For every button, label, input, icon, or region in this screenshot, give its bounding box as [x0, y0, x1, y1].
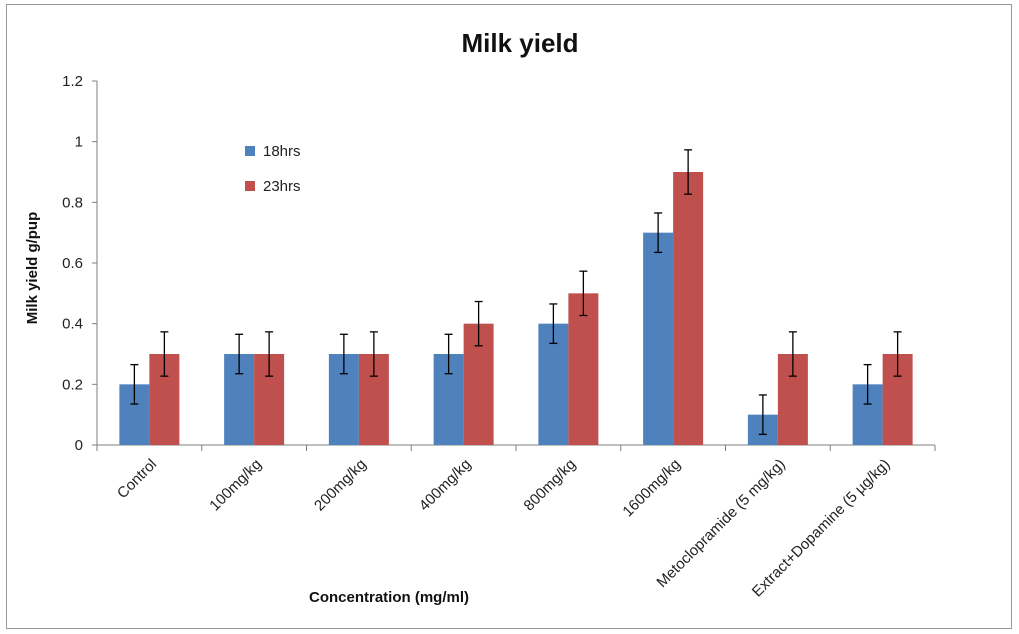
y-tick-label: 0	[75, 437, 83, 454]
chart-title: Milk yield	[461, 28, 578, 58]
legend-label-23hrs: 23hrs	[263, 178, 301, 195]
y-tick-label: 1	[75, 134, 83, 151]
x-axis-title: Concentration (mg/ml)	[309, 589, 469, 606]
x-category-label: 100mg/kg	[206, 456, 265, 515]
legend: 18hrs 23hrs	[245, 143, 301, 195]
y-tick-label: 0.4	[62, 316, 83, 333]
x-category-label: 400mg/kg	[416, 456, 475, 515]
legend-label-18hrs: 18hrs	[263, 143, 301, 160]
bar-chart: Milk yield Milk yield g/pup Concentratio…	[24, 28, 936, 606]
bar-23hrs-5	[673, 172, 704, 445]
chart-frame: Milk yield Milk yield g/pup Concentratio…	[6, 4, 1012, 629]
bar-18hrs-5	[643, 232, 674, 445]
legend-swatch-18hrs	[245, 146, 255, 156]
x-category-label: 200mg/kg	[311, 456, 370, 515]
x-category-label: 1600mg/kg	[619, 456, 684, 521]
y-tick-label: 1.2	[62, 73, 83, 90]
plot-area: 0 0.2 0.4 0.6 0.8 1 1.2 Control 100mg/kg 200mg/kg…	[62, 73, 936, 600]
y-axis-title: Milk yield g/pup	[24, 212, 41, 325]
x-category-label: 800mg/kg	[521, 456, 580, 515]
y-tick-label: 0.6	[62, 255, 83, 272]
x-category-label: Control	[114, 456, 160, 502]
legend-swatch-23hrs	[245, 181, 255, 191]
y-tick-label: 0.2	[62, 376, 83, 393]
y-tick-label: 0.8	[62, 194, 83, 211]
bar-23hrs-4	[568, 293, 599, 445]
